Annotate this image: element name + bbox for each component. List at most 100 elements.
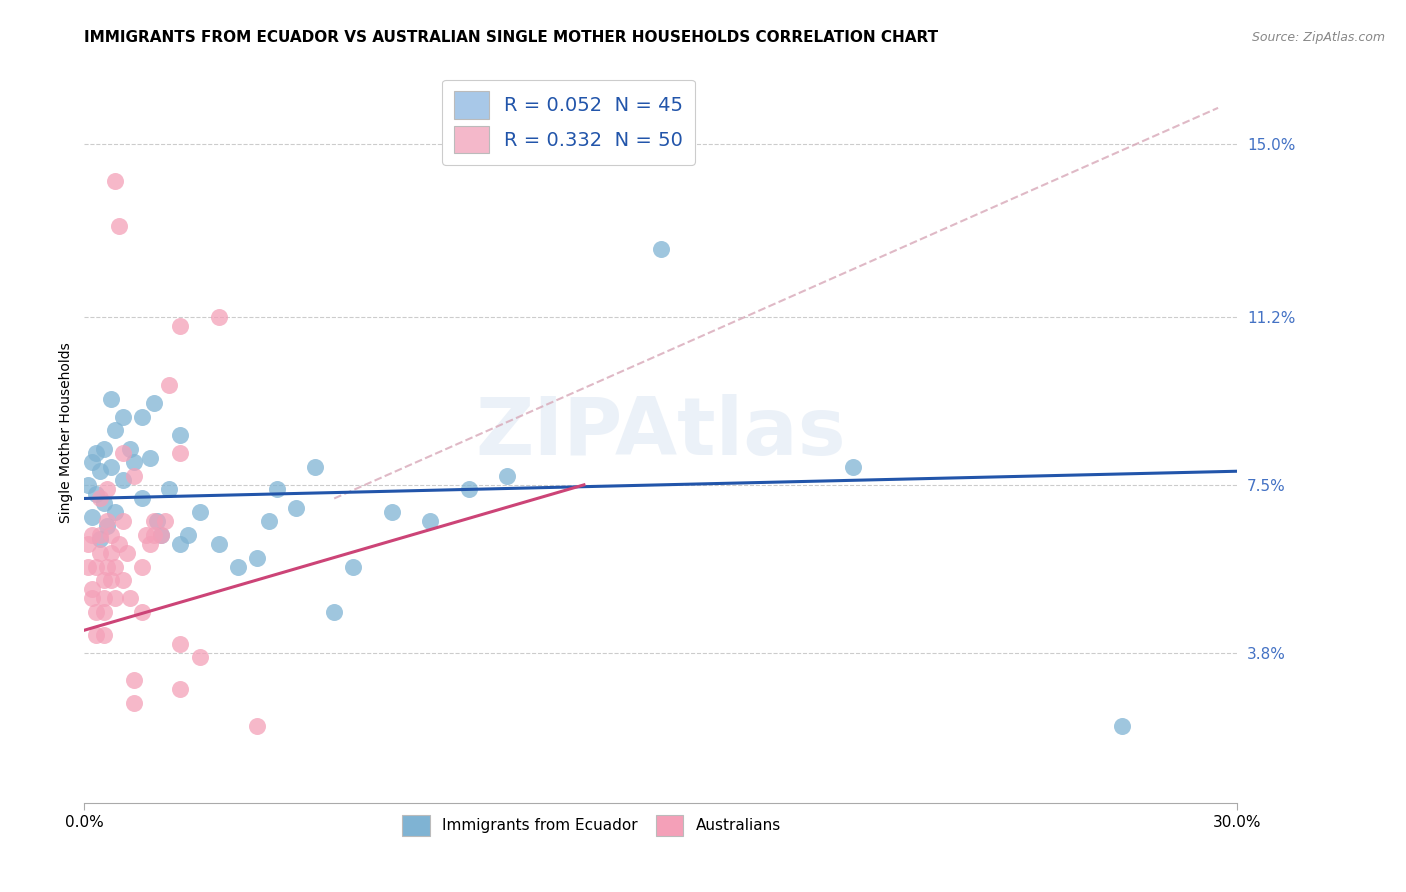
Point — [100, 546, 122, 560]
Point — [650, 242, 672, 256]
Point — [131, 605, 153, 619]
Point — [84, 628, 107, 642]
Point — [138, 537, 160, 551]
Point — [169, 537, 191, 551]
Point — [77, 537, 100, 551]
Point — [108, 537, 131, 551]
Point — [124, 455, 146, 469]
Point — [124, 673, 146, 688]
Point — [93, 605, 115, 619]
Point — [138, 450, 160, 465]
Point — [93, 628, 115, 642]
Point — [89, 546, 111, 560]
Point — [84, 487, 107, 501]
Point — [842, 459, 865, 474]
Point — [77, 478, 100, 492]
Point — [146, 514, 169, 528]
Point — [96, 514, 118, 528]
Point — [104, 591, 127, 606]
Point — [246, 718, 269, 732]
Point — [84, 559, 107, 574]
Point — [80, 528, 103, 542]
Point — [89, 528, 111, 542]
Point — [111, 573, 134, 587]
Point — [84, 446, 107, 460]
Point — [157, 483, 180, 497]
Point — [93, 496, 115, 510]
Point — [284, 500, 307, 515]
Point — [100, 459, 122, 474]
Point — [208, 310, 231, 324]
Point — [188, 650, 211, 665]
Y-axis label: Single Mother Households: Single Mother Households — [59, 343, 73, 523]
Point — [226, 559, 249, 574]
Point — [169, 428, 191, 442]
Point — [111, 514, 134, 528]
Point — [89, 491, 111, 506]
Point — [131, 491, 153, 506]
Point — [419, 514, 441, 528]
Point — [93, 591, 115, 606]
Point — [257, 514, 280, 528]
Point — [96, 518, 118, 533]
Point — [96, 559, 118, 574]
Point — [104, 173, 127, 187]
Point — [266, 483, 288, 497]
Point — [77, 559, 100, 574]
Point — [169, 637, 191, 651]
Point — [120, 442, 142, 456]
Point — [89, 533, 111, 547]
Point — [457, 483, 479, 497]
Point — [246, 550, 269, 565]
Point — [323, 605, 346, 619]
Point — [135, 528, 157, 542]
Point — [150, 528, 173, 542]
Point — [131, 409, 153, 424]
Point — [80, 509, 103, 524]
Point — [142, 396, 165, 410]
Point — [124, 696, 146, 710]
Point — [169, 682, 191, 697]
Point — [188, 505, 211, 519]
Point — [496, 468, 519, 483]
Point — [93, 442, 115, 456]
Point — [157, 378, 180, 392]
Point — [115, 546, 138, 560]
Point — [208, 537, 231, 551]
Point — [1111, 718, 1133, 732]
Point — [111, 473, 134, 487]
Point — [104, 423, 127, 437]
Point — [381, 505, 404, 519]
Point — [150, 528, 173, 542]
Point — [80, 455, 103, 469]
Point — [100, 392, 122, 406]
Point — [120, 591, 142, 606]
Text: ZIPAtlas: ZIPAtlas — [475, 393, 846, 472]
Point — [100, 528, 122, 542]
Point — [169, 318, 191, 333]
Point — [153, 514, 176, 528]
Point — [104, 505, 127, 519]
Point — [80, 591, 103, 606]
Point — [169, 446, 191, 460]
Text: IMMIGRANTS FROM ECUADOR VS AUSTRALIAN SINGLE MOTHER HOUSEHOLDS CORRELATION CHART: IMMIGRANTS FROM ECUADOR VS AUSTRALIAN SI… — [84, 29, 938, 45]
Point — [124, 468, 146, 483]
Point — [142, 528, 165, 542]
Point — [177, 528, 200, 542]
Point — [111, 446, 134, 460]
Point — [131, 559, 153, 574]
Point — [142, 514, 165, 528]
Point — [100, 573, 122, 587]
Point — [84, 605, 107, 619]
Point — [342, 559, 364, 574]
Point — [104, 559, 127, 574]
Point — [89, 464, 111, 478]
Legend: Immigrants from Ecuador, Australians: Immigrants from Ecuador, Australians — [392, 804, 792, 847]
Point — [80, 582, 103, 597]
Point — [108, 219, 131, 233]
Point — [96, 483, 118, 497]
Text: Source: ZipAtlas.com: Source: ZipAtlas.com — [1251, 31, 1385, 45]
Point — [304, 459, 326, 474]
Point — [111, 409, 134, 424]
Point — [93, 573, 115, 587]
